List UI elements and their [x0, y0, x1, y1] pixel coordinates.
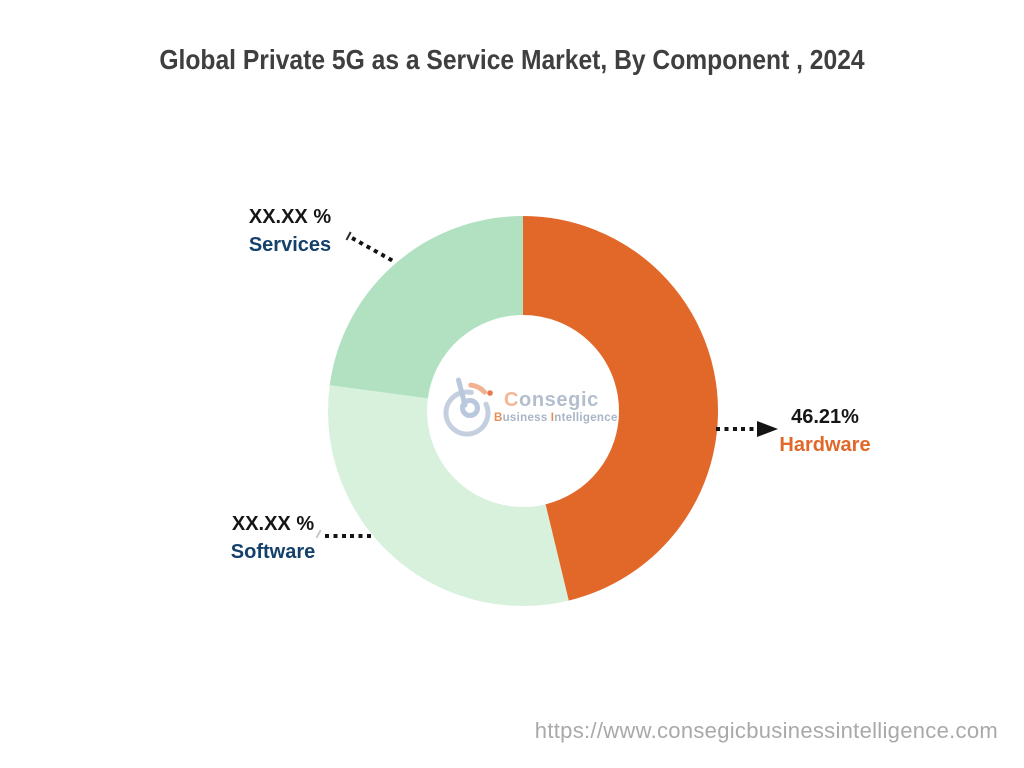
consegic-watermark-logo: Consegic Business Intelligence	[441, 364, 617, 446]
services-name: Services	[248, 234, 332, 256]
donut-chart	[328, 216, 718, 606]
hardware-leader-arrow-icon	[757, 421, 778, 437]
label-services: XX.XX % Services	[210, 203, 370, 259]
hardware-value: 46.21%	[791, 406, 859, 428]
services-value: XX.XX %	[248, 206, 332, 228]
logo-brand-name: Consegic	[504, 389, 599, 411]
consegic-logo-mark-icon	[443, 377, 493, 437]
hardware-name: Hardware	[779, 434, 871, 456]
donut-segment-services	[328, 216, 718, 606]
label-hardware: 46.21% Hardware	[745, 403, 905, 459]
chart-title: Global Private 5G as a Service Market, B…	[159, 44, 865, 75]
label-software: XX.XX % Software	[193, 510, 353, 566]
software-value: XX.XX %	[231, 513, 315, 535]
logo-tagline: Business Intelligence	[494, 412, 618, 424]
consegic-logo-text: Consegic Business Intelligence	[494, 389, 618, 425]
software-name: Software	[230, 541, 316, 563]
source-url: https://www.consegicbusinessintelligence…	[534, 718, 998, 743]
software-leader-line	[325, 534, 374, 538]
donut-segment-software	[328, 216, 718, 606]
hardware-leader-line	[716, 427, 758, 431]
